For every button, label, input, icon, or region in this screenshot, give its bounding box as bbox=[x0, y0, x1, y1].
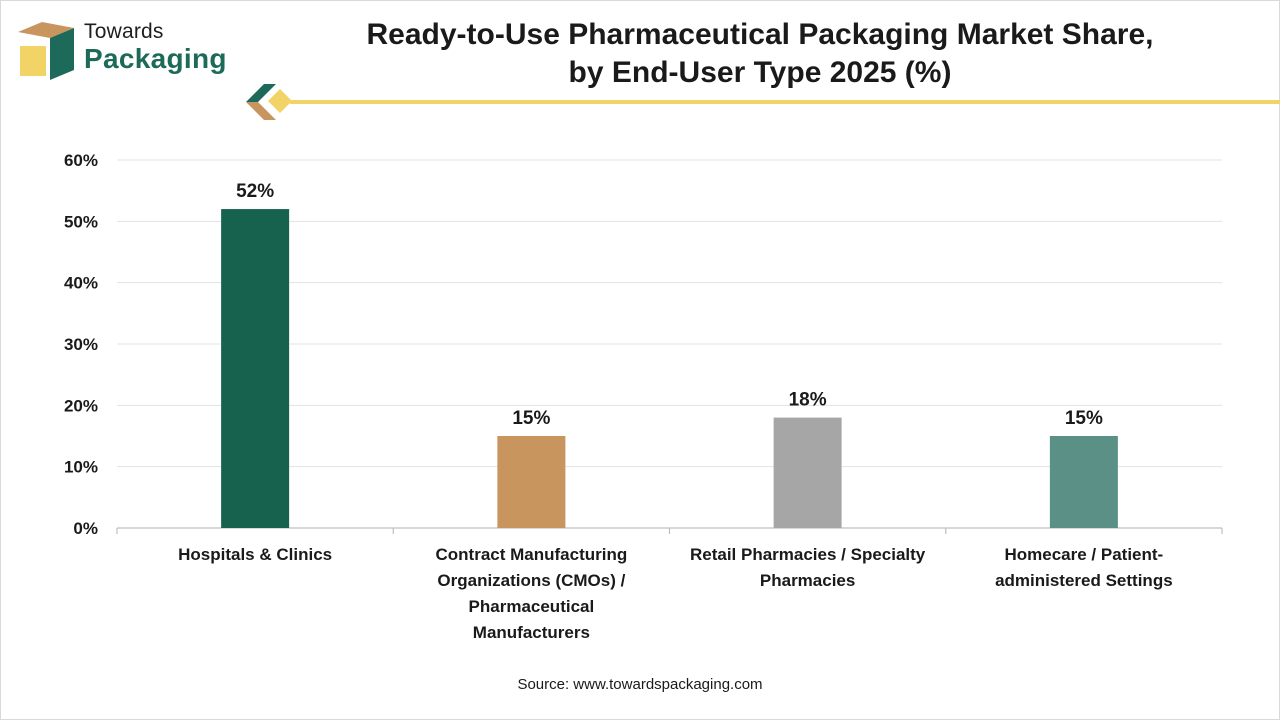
y-tick-label: 20% bbox=[64, 396, 98, 415]
x-tick-label-line: Contract Manufacturing bbox=[435, 545, 628, 564]
logo-text-towards: Towards bbox=[84, 20, 164, 43]
title-divider-icon bbox=[246, 84, 292, 120]
data-label: 52% bbox=[236, 181, 274, 202]
x-tick-label-line: Retail Pharmacies / Specialty bbox=[689, 545, 926, 564]
y-tick-label: 50% bbox=[64, 212, 98, 231]
logo-box-icon bbox=[18, 22, 74, 80]
bar bbox=[221, 209, 290, 529]
chart-title-line-2: by End-User Type 2025 (%) bbox=[568, 56, 952, 89]
y-tick-label: 0% bbox=[73, 519, 98, 538]
y-tick-label: 30% bbox=[64, 335, 98, 354]
y-tick-label: 60% bbox=[64, 151, 98, 170]
chart-title-line-1: Ready-to-Use Pharmaceutical Packaging Ma… bbox=[366, 18, 1154, 51]
y-tick-label: 10% bbox=[64, 458, 98, 477]
x-tick-label-line: Organizations (CMOs) / bbox=[437, 571, 626, 590]
x-tick-label: Hospitals & Clinics bbox=[120, 542, 390, 568]
x-tick-label-line: Hospitals & Clinics bbox=[178, 545, 333, 564]
x-tick-label: Contract Manufacturing Organizations (CMO… bbox=[396, 542, 666, 646]
x-tick-label: Homecare / Patient-administered Settings bbox=[949, 542, 1219, 594]
x-tick-label-line: Homecare / Patient- bbox=[1004, 545, 1164, 564]
x-tick-label: Retail Pharmacies / Specialty Pharmacies bbox=[673, 542, 943, 594]
title-divider-line bbox=[290, 100, 1280, 104]
x-tick-label-line: administered Settings bbox=[995, 571, 1173, 590]
bar bbox=[773, 417, 842, 528]
source-text: Source: www.towardspackaging.com bbox=[517, 676, 763, 693]
data-label: 18% bbox=[789, 390, 827, 411]
logo-text-packaging: Packaging bbox=[84, 43, 227, 74]
x-tick-label-line: Pharmacies bbox=[759, 571, 856, 590]
bar bbox=[1049, 436, 1118, 528]
x-tick-label-line: Manufacturers bbox=[472, 623, 590, 642]
x-tick-label-line: Pharmaceutical bbox=[468, 597, 595, 616]
y-tick-label: 40% bbox=[64, 274, 98, 293]
bar bbox=[497, 436, 566, 528]
chart-title: Ready-to-Use Pharmaceutical Packaging Ma… bbox=[300, 16, 1220, 92]
data-label: 15% bbox=[512, 408, 550, 429]
data-label: 15% bbox=[1065, 408, 1103, 429]
